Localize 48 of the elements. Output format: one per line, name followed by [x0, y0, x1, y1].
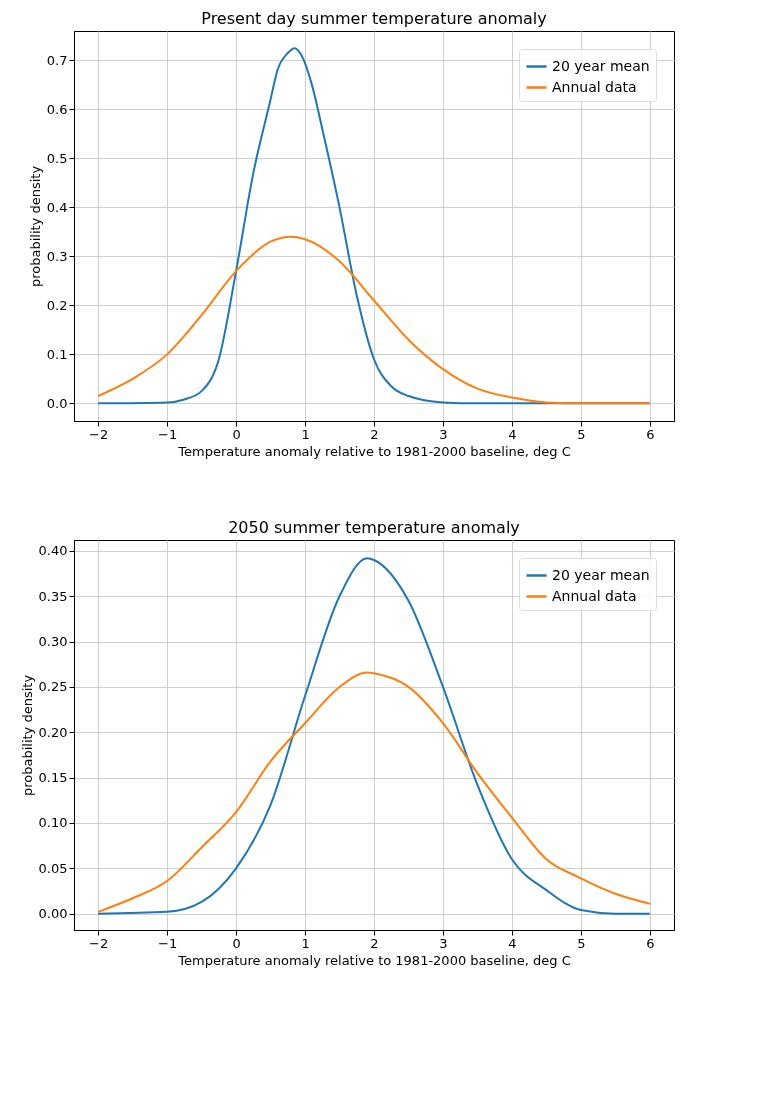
y-tick-label: 0.2: [46, 297, 68, 313]
x-tick-label: 5: [577, 426, 586, 442]
x-tick-label: 0: [232, 426, 241, 442]
y-tick-label: 0.25: [38, 679, 68, 695]
y-tick-label: 0.30: [38, 634, 68, 650]
y-tick-label: 0.3: [46, 248, 68, 264]
y-tick-label: 0.15: [38, 770, 68, 786]
y-axis-title: probability density: [27, 165, 43, 288]
y-tick-label: 0.1: [46, 346, 68, 362]
y-tick-label: 0.6: [46, 101, 68, 117]
y-tick-label: 0.0: [46, 395, 68, 411]
x-tick-label: 3: [439, 935, 448, 951]
x-tick-label: 2: [370, 426, 379, 442]
chart-title: 2050 summer temperature anomaly: [228, 518, 520, 537]
x-tick-label: −1: [158, 935, 178, 951]
line-series: [97, 235, 651, 405]
x-tick-label: 1: [301, 935, 310, 951]
x-tick-label: 6: [646, 935, 655, 951]
legend-label: 20 year mean: [552, 566, 650, 583]
chart-title: Present day summer temperature anomaly: [201, 9, 547, 28]
y-tick-label: 0.05: [38, 860, 68, 876]
x-tick-label: 6: [646, 426, 655, 442]
y-tick-label: 0.5: [46, 150, 68, 166]
x-tick-label: 2: [370, 935, 379, 951]
x-tick-label: 1: [301, 426, 310, 442]
x-tick-label: 0: [232, 935, 241, 951]
x-tick-label: −2: [89, 426, 109, 442]
legend-label: Annual data: [552, 78, 637, 95]
line-series: [97, 557, 651, 915]
y-tick-label: 0.20: [38, 724, 68, 740]
legend-label: 20 year mean: [552, 57, 650, 74]
y-axis-title: probability density: [19, 674, 35, 797]
legend-label: Annual data: [552, 587, 637, 604]
x-tick-label: −2: [89, 935, 109, 951]
x-tick-label: 5: [577, 935, 586, 951]
x-axis-title: Temperature anomaly relative to 1981-2000 baseline, deg C: [177, 443, 571, 459]
line-series: [97, 671, 651, 913]
y-tick-label: 0.40: [38, 543, 68, 559]
y-tick-label: 0.35: [38, 588, 68, 604]
x-tick-label: 4: [508, 935, 517, 951]
y-tick-label: 0.4: [46, 199, 68, 215]
x-tick-label: −1: [158, 426, 178, 442]
y-tick-label: 0.7: [46, 52, 68, 68]
x-tick-label: 3: [439, 426, 448, 442]
x-axis-title: Temperature anomaly relative to 1981-2000 baseline, deg C: [177, 952, 571, 968]
y-tick-label: 0.00: [38, 906, 68, 922]
x-tick-label: 4: [508, 426, 517, 442]
y-tick-label: 0.10: [38, 815, 68, 831]
